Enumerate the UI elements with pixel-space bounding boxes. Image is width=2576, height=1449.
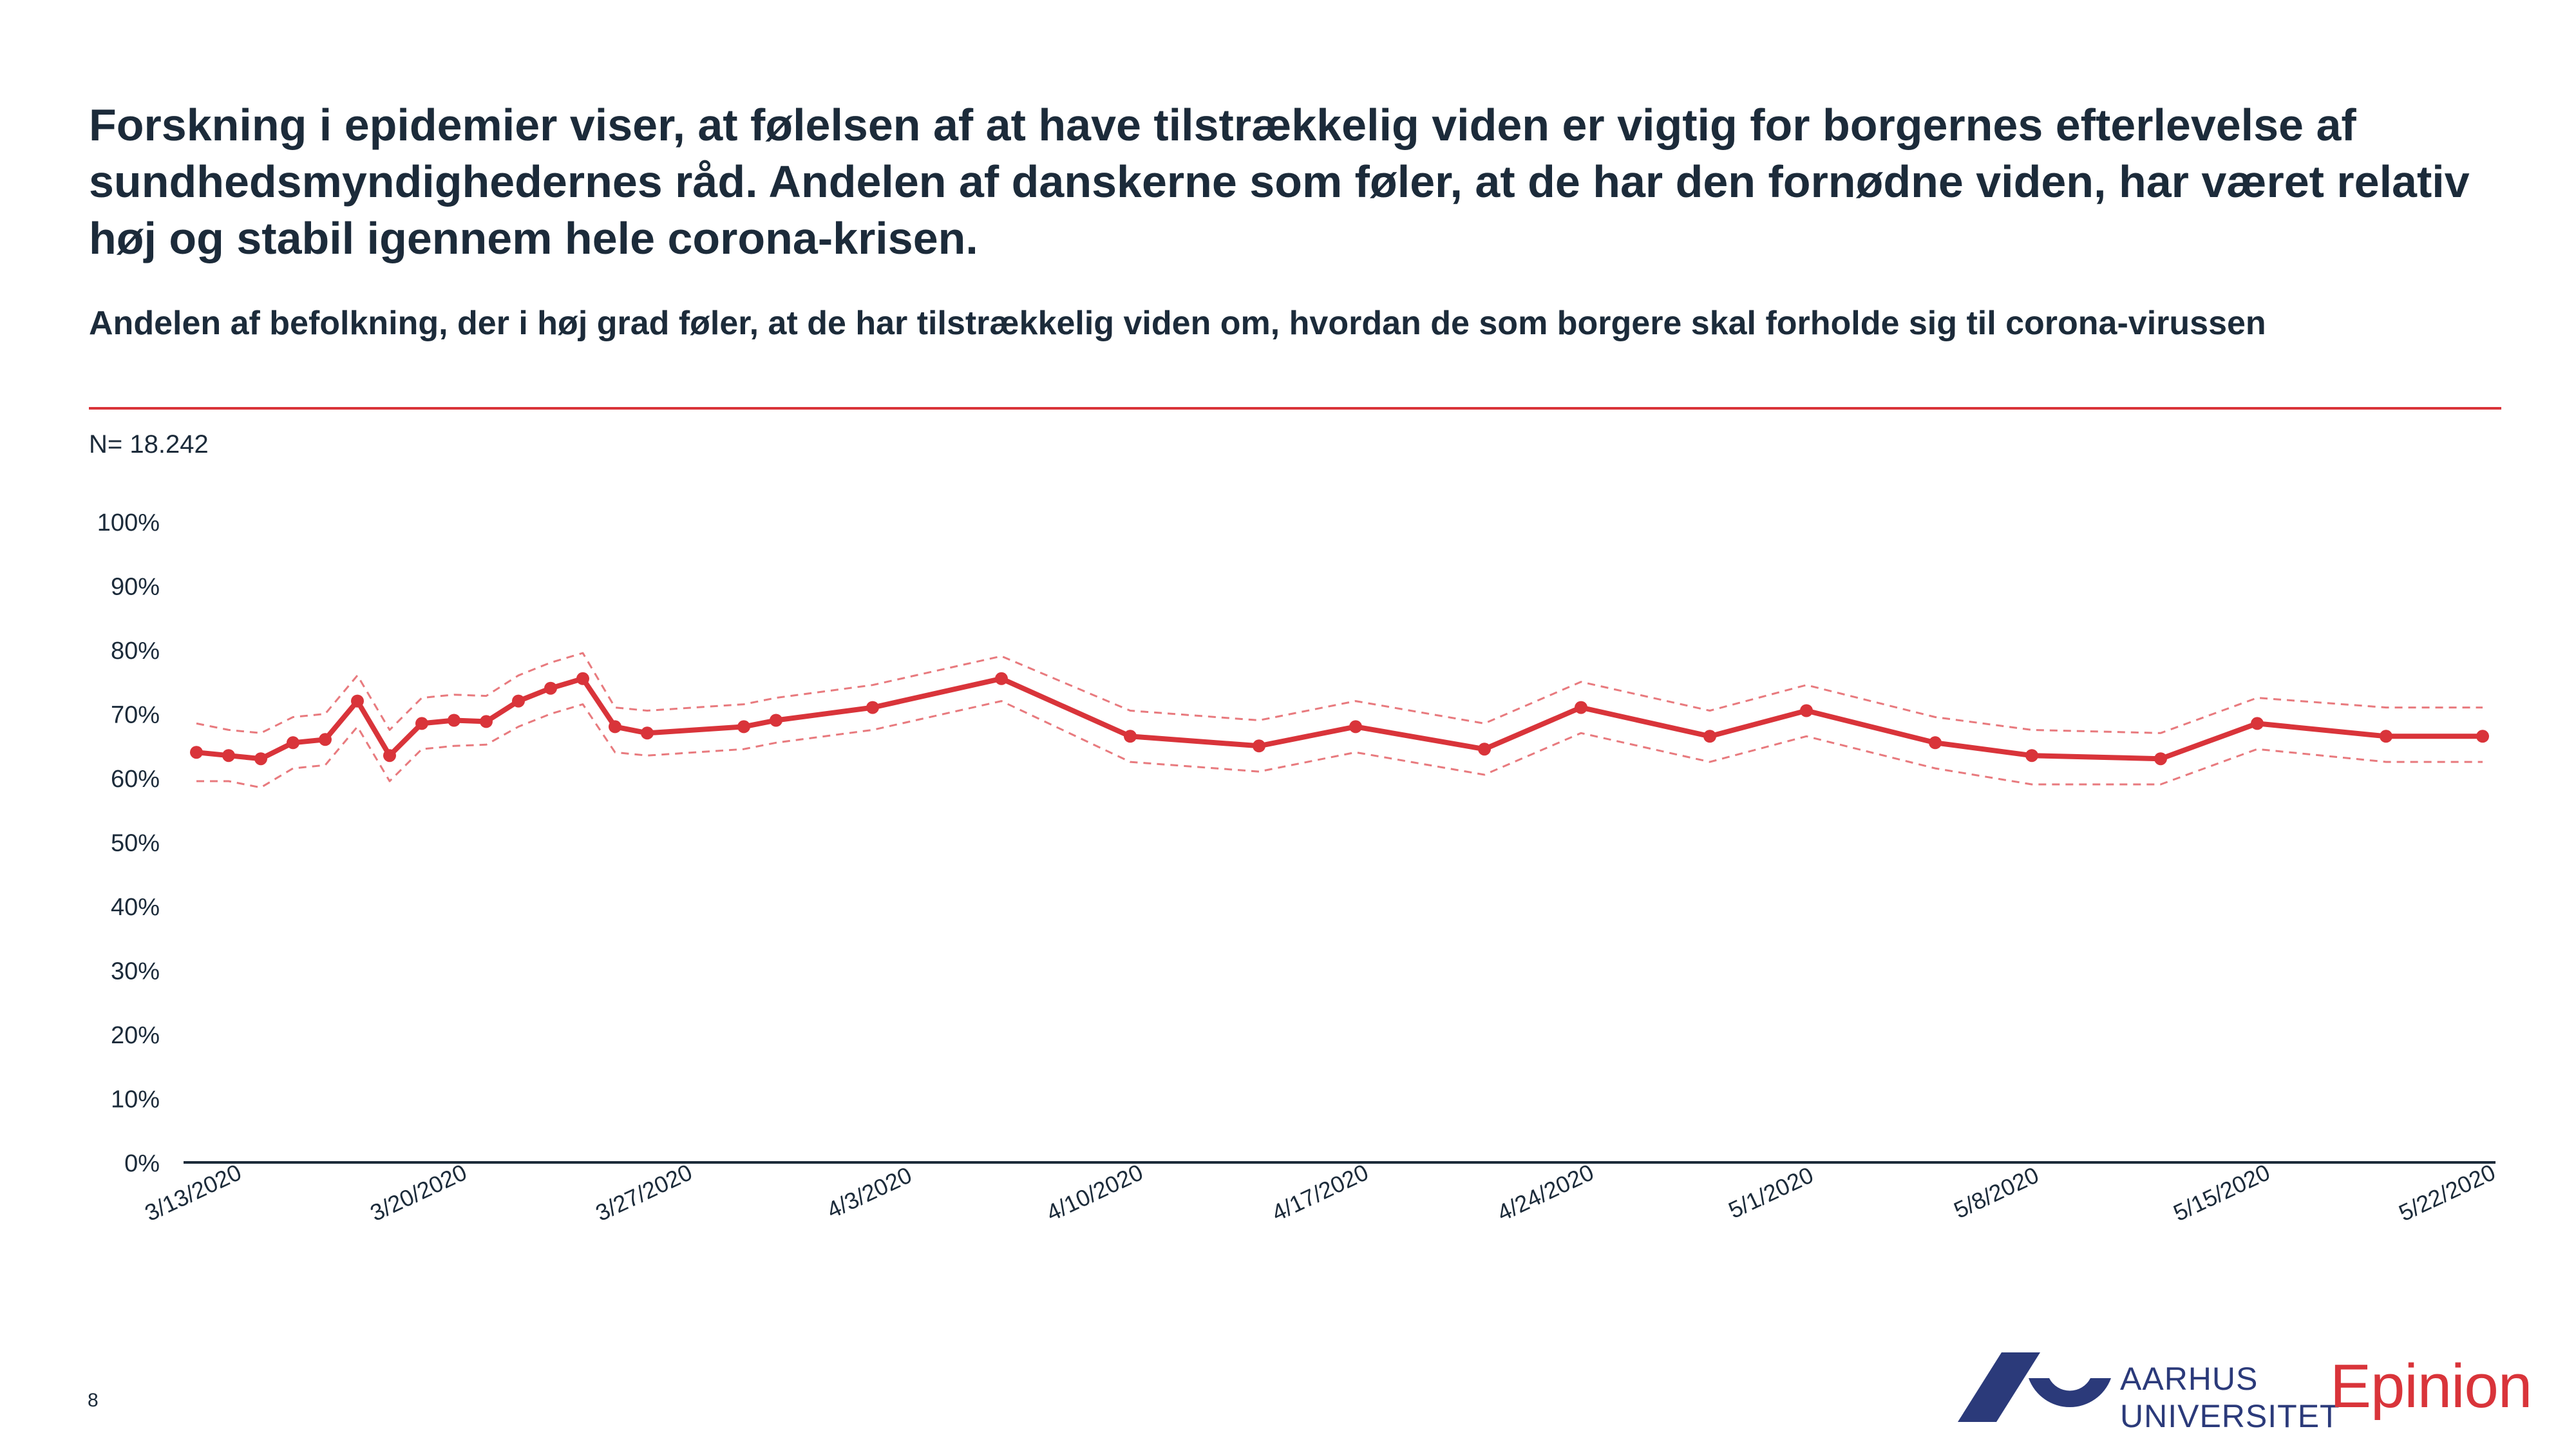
data-point [544, 681, 557, 695]
confidence-bound-line [196, 652, 2483, 734]
data-point [1349, 720, 1362, 734]
x-tick-label: 4/24/2020 [1493, 1159, 1597, 1226]
chart-subtitle: Andelen af befolkning, der i høj grad fø… [89, 305, 2266, 342]
y-tick-label: 40% [111, 894, 160, 921]
headline: Forskning i epidemier viser, at følelsen… [89, 100, 2470, 263]
data-point [1124, 730, 1137, 743]
y-tick-label: 60% [111, 766, 160, 793]
y-tick-label: 100% [97, 509, 160, 536]
y-tick-label: 90% [111, 574, 160, 601]
data-point [1253, 739, 1265, 753]
data-point [319, 733, 332, 746]
data-point [609, 720, 621, 734]
data-point [254, 752, 267, 766]
aarhus-university-logo-icon [1958, 1352, 2111, 1422]
y-tick-label: 20% [111, 1022, 160, 1049]
data-point [2025, 749, 2038, 762]
divider-rule [89, 407, 2501, 410]
epinion-logo: Epinion [2330, 1352, 2532, 1421]
x-tick-label: 5/15/2020 [2169, 1159, 2273, 1226]
page-number: 8 [88, 1390, 99, 1411]
data-point [995, 672, 1008, 685]
data-point [351, 694, 364, 708]
data-point [866, 701, 879, 714]
data-point [770, 714, 782, 727]
y-tick-label: 10% [111, 1086, 160, 1113]
x-axis-ticks: 3/13/2020 3/20/2020 3/27/2020 4/3/2020 4/10/… [140, 1159, 2499, 1226]
data-point [2154, 752, 2167, 766]
y-tick-label: 0% [124, 1150, 160, 1177]
y-tick-label: 50% [111, 830, 160, 857]
university-name-line2: UNIVERSITET [2120, 1398, 2340, 1434]
x-tick-label: 5/8/2020 [1950, 1161, 2043, 1223]
x-tick-label: 4/3/2020 [823, 1161, 916, 1223]
main-series-line [196, 676, 2483, 762]
data-point [576, 672, 589, 685]
x-tick-label: 4/10/2020 [1042, 1159, 1146, 1226]
data-point [287, 736, 299, 750]
university-name-line1: AARHUS [2120, 1361, 2259, 1397]
x-tick-label: 3/20/2020 [366, 1159, 470, 1226]
x-tick-label: 5/1/2020 [1725, 1161, 1817, 1223]
data-point [2476, 730, 2489, 743]
confidence-bound-line [196, 700, 2483, 789]
sample-size-label: N= 18.242 [89, 430, 209, 459]
x-tick-label: 3/27/2020 [591, 1159, 696, 1226]
data-point [383, 749, 396, 762]
data-point [512, 694, 525, 708]
y-tick-label: 30% [111, 958, 160, 985]
data-point [448, 714, 460, 727]
data-point [415, 717, 428, 730]
data-point [1703, 730, 1716, 743]
series-layer [190, 652, 2489, 789]
data-point [190, 746, 203, 759]
university-name: AARHUS UNIVERSITET [2120, 1360, 2340, 1435]
data-point [1478, 743, 1491, 756]
x-tick-label: 4/17/2020 [1267, 1159, 1372, 1226]
data-point [737, 720, 750, 734]
data-point [2380, 730, 2392, 743]
data-point [1800, 704, 1813, 717]
y-tick-label: 80% [111, 638, 160, 665]
data-point [222, 749, 235, 762]
data-point [1929, 736, 1942, 750]
data-point [1575, 701, 1587, 714]
data-point [641, 726, 654, 740]
data-point [2251, 717, 2264, 730]
data-point [480, 715, 493, 728]
y-tick-label: 70% [111, 702, 160, 729]
y-axis-ticks: 0% 10% 20% 30% 40% 50% 60% 70% 80% 90% 100% [97, 509, 160, 1177]
x-tick-label: 5/22/2020 [2394, 1159, 2499, 1226]
